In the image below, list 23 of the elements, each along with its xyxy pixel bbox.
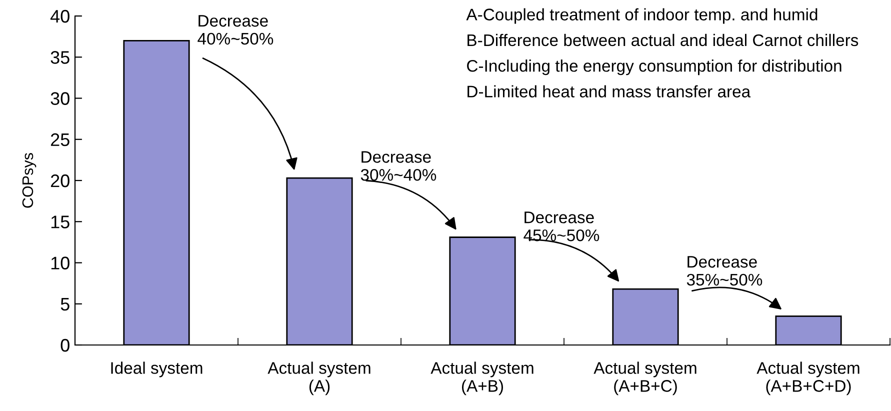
annotation: Decrease 30%~40% [360, 151, 436, 181]
y-tick-label: 35 [50, 51, 70, 64]
annotation: B-Difference between actual and ideal Carnot chillers [468, 34, 858, 46]
y-tick-label: 25 [50, 133, 70, 146]
y-axis-title: COPsys [22, 153, 36, 208]
x-tick-label: Actual system (A) [268, 362, 370, 396]
y-tick-label: 15 [51, 216, 70, 228]
annotation: A-Coupled treatment of indoor temp. and humid [466, 8, 818, 24]
x-tick-label: Actual system (A+B+C) [594, 362, 696, 396]
annotation: C-Including the energy consumption for distribution [467, 60, 842, 76]
annotation: Decrease 45%~50% [524, 212, 600, 242]
x-tick-label: Actual system (A+B+C+D) [756, 362, 860, 396]
x-tick-label: Ideal system [111, 362, 202, 378]
y-tick-label: 10 [51, 256, 70, 270]
annotation: Decrease 40%~50% [198, 15, 274, 45]
y-tick-label: 20 [50, 174, 70, 188]
y-tick-label: 0 [60, 338, 70, 352]
y-tick-label: 5 [60, 298, 70, 311]
x-tick-label: Actual system (A+B) [430, 362, 534, 396]
y-tick-label: 40 [50, 10, 70, 23]
annotation: D-Limited heat and mass transfer area [468, 85, 751, 98]
annotation: Decrease 35%~50% [686, 256, 762, 286]
y-tick-label: 30 [50, 92, 70, 105]
